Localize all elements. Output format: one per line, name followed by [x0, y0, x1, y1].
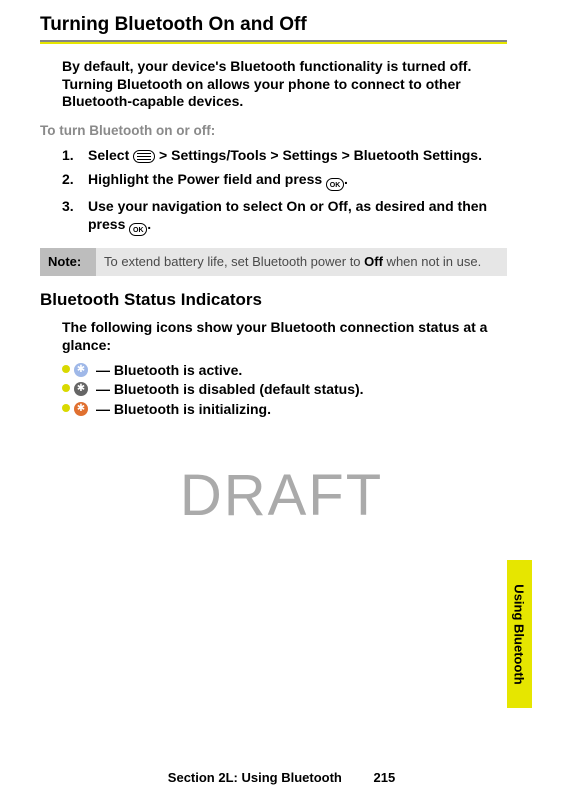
- bullet-icon: [62, 384, 70, 392]
- step-number: 1.: [62, 146, 74, 164]
- step-number: 2.: [62, 170, 74, 188]
- status-item-active: ✱ — Bluetooth is active.: [62, 361, 507, 381]
- step-3: 3. Use your navigation to select On or O…: [62, 197, 507, 236]
- step-text: .: [147, 216, 151, 232]
- step-text: or: [306, 198, 328, 214]
- status-intro: The following icons show your Bluetooth …: [40, 318, 507, 354]
- status-text: — Bluetooth is disabled (default status)…: [96, 381, 364, 397]
- step-number: 3.: [62, 197, 74, 215]
- bluetooth-disabled-icon: ✱: [74, 382, 88, 396]
- note-text: when not in use.: [383, 254, 481, 269]
- note-body: To extend battery life, set Bluetooth po…: [96, 248, 507, 276]
- step-text: Select: [88, 147, 133, 163]
- bluetooth-init-icon: ✱: [74, 402, 88, 416]
- note-label: Note:: [40, 248, 96, 276]
- section-heading: Bluetooth Status Indicators: [40, 290, 507, 310]
- procedure-heading: To turn Bluetooth on or off:: [40, 123, 507, 138]
- status-item-initializing: ✱ — Bluetooth is initializing.: [62, 400, 507, 420]
- step-text: field and press: [219, 171, 326, 187]
- side-tab-label: Using Bluetooth: [512, 584, 527, 684]
- bullet-icon: [62, 404, 70, 412]
- side-tab: Using Bluetooth: [507, 560, 532, 708]
- note-box: Note: To extend battery life, set Blueto…: [40, 248, 507, 276]
- menu-path: Settings/Tools > Settings > Bluetooth Se…: [171, 147, 478, 163]
- step-text: .: [344, 171, 348, 187]
- note-text: To extend battery life, set Bluetooth po…: [104, 254, 364, 269]
- page-footer: Section 2L: Using Bluetooth 215: [0, 770, 563, 785]
- status-text: — Bluetooth is active.: [96, 362, 242, 378]
- intro-paragraph: By default, your device's Bluetooth func…: [40, 58, 507, 111]
- title-rule: [40, 40, 507, 44]
- status-item-disabled: ✱ — Bluetooth is disabled (default statu…: [62, 380, 507, 400]
- status-list: ✱ — Bluetooth is active. ✱ — Bluetooth i…: [40, 361, 507, 420]
- step-1: 1. Select > Settings/Tools > Settings > …: [62, 146, 507, 164]
- status-text: — Bluetooth is initializing.: [96, 401, 271, 417]
- option-off: Off: [328, 198, 348, 214]
- step-text: Highlight the: [88, 171, 177, 187]
- field-name: Power: [177, 171, 219, 187]
- bullet-icon: [62, 365, 70, 373]
- page-title: Turning Bluetooth On and Off: [40, 14, 507, 36]
- footer-page-number: 215: [373, 770, 395, 785]
- bluetooth-active-icon: ✱: [74, 363, 88, 377]
- footer-section: Section 2L: Using Bluetooth: [168, 770, 342, 785]
- ok-button-icon: OK: [129, 223, 147, 236]
- step-text: Use your navigation to select: [88, 198, 286, 214]
- ok-button-icon: OK: [326, 178, 344, 191]
- steps-list: 1. Select > Settings/Tools > Settings > …: [40, 146, 507, 236]
- step-2: 2. Highlight the Power field and press O…: [62, 170, 507, 191]
- option-on: On: [286, 198, 305, 214]
- menu-button-icon: [133, 150, 155, 163]
- note-bold: Off: [364, 254, 383, 269]
- page: Turning Bluetooth On and Off By default,…: [0, 0, 563, 811]
- step-text: >: [155, 147, 171, 163]
- step-text: .: [478, 147, 482, 163]
- draft-watermark: DRAFT: [0, 462, 563, 529]
